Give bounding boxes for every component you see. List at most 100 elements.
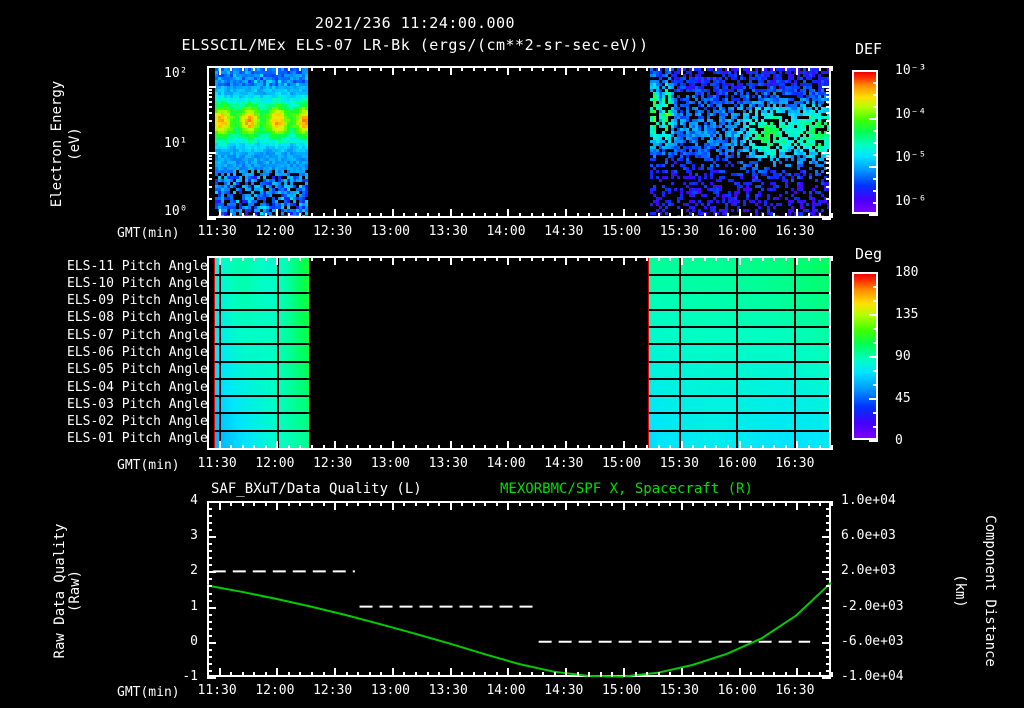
time-tick-label: 13:00: [370, 683, 411, 698]
axis-tick: [207, 628, 212, 630]
axis-tick: [727, 672, 729, 677]
axis-tick: [669, 256, 671, 261]
axis-tick: [822, 86, 831, 88]
axis-tick: [207, 186, 212, 188]
axis-tick: [822, 607, 831, 609]
deg-colorbar-title: Deg: [855, 245, 883, 263]
axis-tick: [207, 593, 212, 595]
axis-tick: [808, 66, 810, 71]
time-tick-label: 12:00: [255, 224, 295, 239]
axis-tick: [704, 445, 706, 450]
axis-tick: [739, 668, 741, 677]
axis-tick: [334, 501, 336, 510]
bottom-ylabel-right-line2: (km): [952, 574, 968, 608]
axis-tick: [207, 112, 212, 114]
axis-tick: [822, 536, 831, 538]
axis-tick: [658, 501, 660, 506]
pitch-angle-row-label: ELS-03 Pitch Angle: [67, 396, 208, 412]
axis-tick: [496, 445, 498, 450]
time-tick-label: 16:30: [775, 683, 815, 698]
axis-tick: [826, 578, 831, 580]
axis-tick: [415, 445, 417, 450]
axis-tick: [519, 672, 521, 677]
axis-tick: [450, 668, 452, 677]
time-tick-label: 15:00: [602, 456, 642, 471]
axis-tick: [496, 66, 498, 71]
axis-tick: [484, 66, 486, 71]
time-tick-label: 16:30: [775, 456, 815, 471]
axis-tick: [507, 441, 509, 450]
axis-tick: [739, 66, 741, 75]
axis-tick: [438, 501, 440, 506]
axis-tick: [207, 621, 212, 623]
axis-tick: [826, 564, 831, 566]
axis-tick: [288, 445, 290, 450]
axis-tick: [623, 209, 625, 218]
axis-tick: [565, 668, 567, 677]
axis-tick: [658, 445, 660, 450]
axis-tick: [750, 672, 752, 677]
axis-tick: [207, 501, 216, 503]
axis-tick: [831, 672, 833, 677]
axis-tick: [635, 213, 637, 218]
axis-tick: [600, 672, 602, 677]
axis-tick: [542, 672, 544, 677]
top-ytick-2: 10⁰: [164, 204, 188, 219]
axis-tick: [808, 672, 810, 677]
axis-tick: [565, 66, 567, 75]
def-colorbar-tick-1: 10⁻⁴: [895, 107, 927, 122]
axis-tick: [611, 256, 613, 261]
axis-tick: [403, 445, 405, 450]
axis-tick: [646, 256, 648, 261]
axis-tick: [207, 649, 212, 651]
axis-tick: [496, 213, 498, 218]
axis-tick: [438, 66, 440, 71]
axis-tick: [727, 501, 729, 506]
axis-tick: [681, 256, 683, 265]
axis-tick: [554, 501, 556, 506]
axis-tick: [207, 578, 212, 580]
axis-tick: [531, 66, 533, 71]
axis-tick: [380, 256, 382, 261]
axis-tick: [230, 213, 232, 218]
axis-tick: [207, 571, 216, 573]
time-tick-label: 13:30: [428, 224, 468, 239]
axis-tick: [288, 66, 290, 71]
axis-tick: [207, 536, 216, 538]
axis-tick: [762, 445, 764, 450]
axis-tick: [311, 445, 313, 450]
axis-tick: [577, 501, 579, 506]
axis-tick: [369, 256, 371, 261]
axis-tick: [831, 66, 833, 71]
axis-tick: [577, 672, 579, 677]
axis-tick: [207, 167, 212, 169]
pitch-angle-row-label: ELS-04 Pitch Angle: [67, 379, 208, 395]
axis-tick: [496, 501, 498, 506]
axis-tick: [207, 106, 212, 108]
axis-tick: [357, 66, 359, 71]
axis-tick: [808, 445, 810, 450]
axis-tick: [334, 66, 336, 75]
def-colorbar-tick-2: 10⁻⁵: [895, 150, 927, 165]
axis-tick: [357, 501, 359, 506]
axis-tick: [611, 445, 613, 450]
time-tick-label: 13:30: [428, 456, 468, 471]
axis-tick: [715, 501, 717, 506]
axis-tick: [346, 66, 348, 71]
axis-tick: [692, 501, 694, 506]
time-tick-label: 11:30: [197, 683, 237, 698]
axis-tick: [531, 672, 533, 677]
axis-tick: [346, 213, 348, 218]
axis-tick: [739, 209, 741, 218]
axis-tick: [207, 66, 212, 68]
axis-tick: [403, 66, 405, 71]
axis-tick: [739, 441, 741, 450]
axis-tick: [450, 66, 452, 75]
axis-tick: [531, 501, 533, 506]
axis-tick: [826, 635, 831, 637]
time-tick-label: 15:30: [659, 224, 699, 239]
axis-tick: [507, 668, 509, 677]
axis-tick: [392, 668, 394, 677]
axis-tick: [715, 213, 717, 218]
